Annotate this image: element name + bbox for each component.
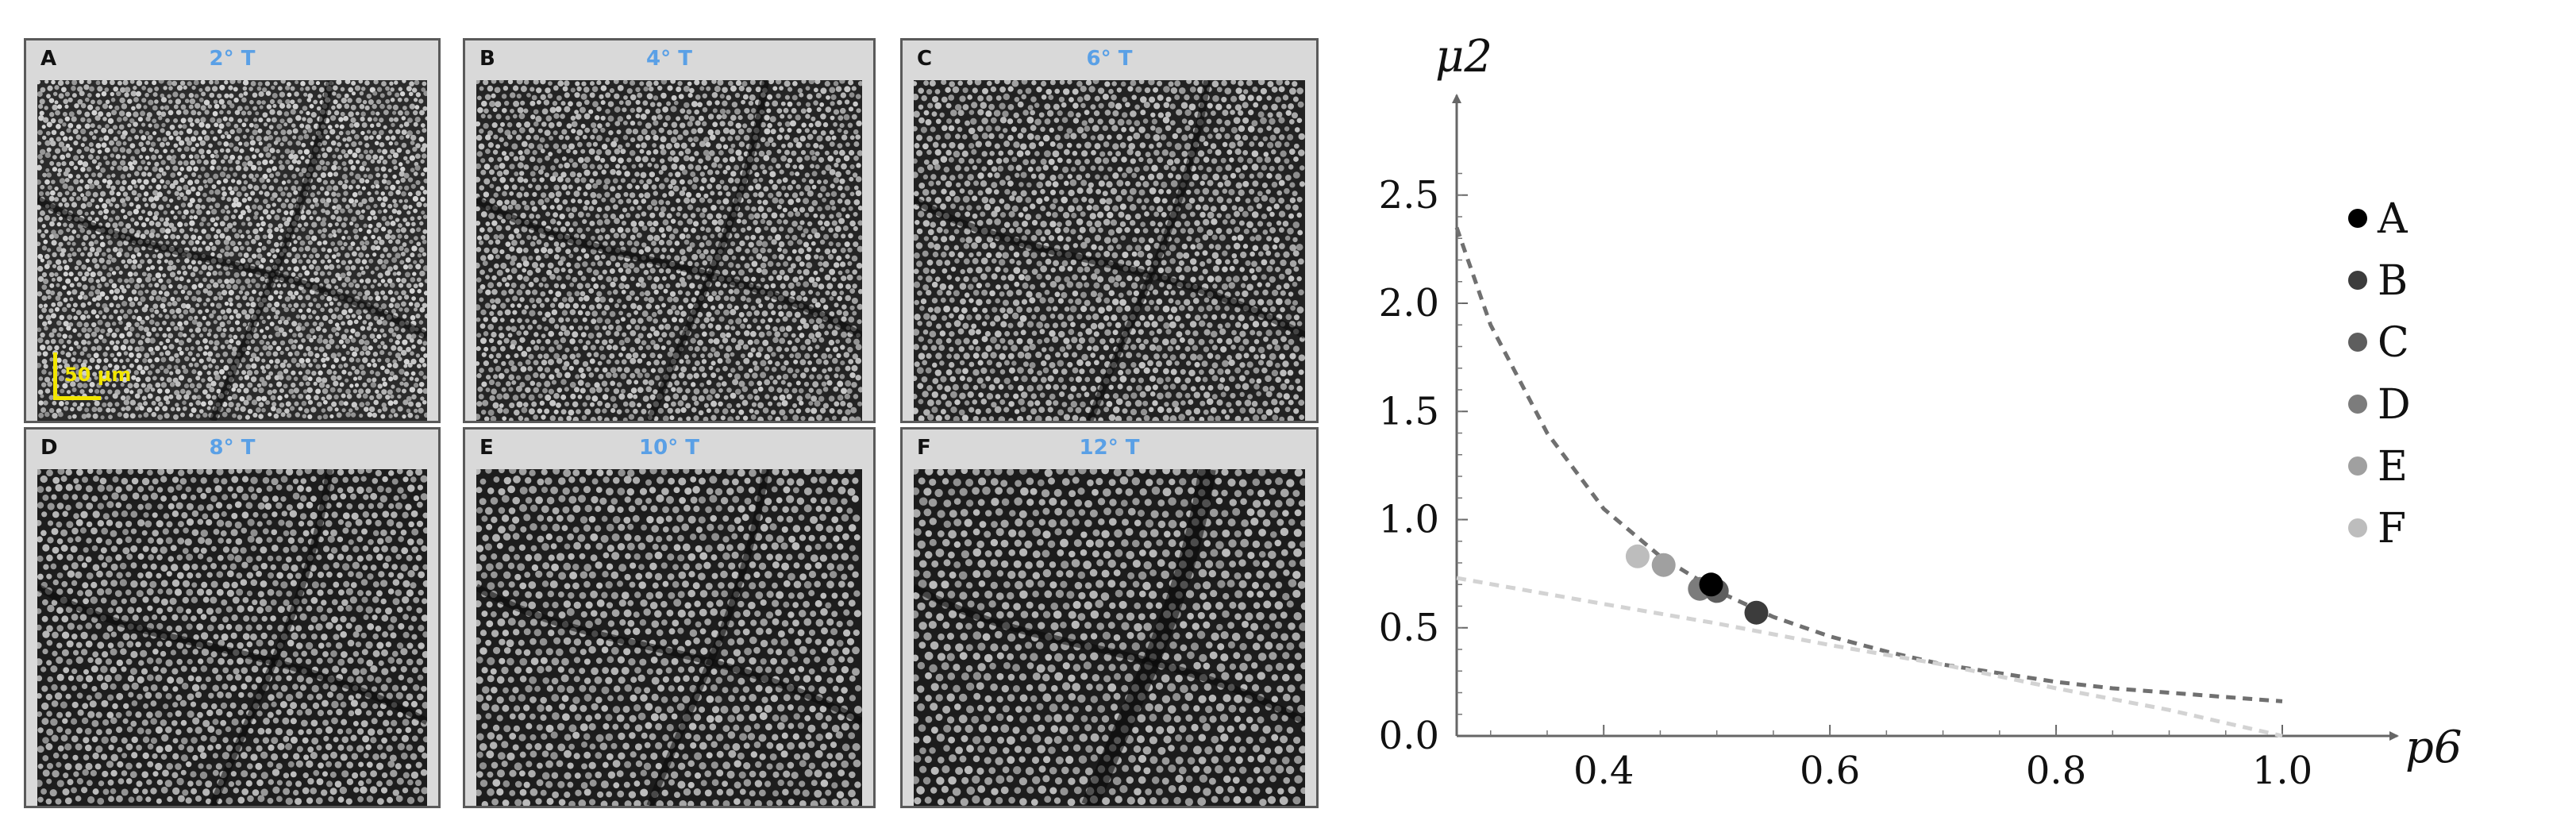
y-tick-label: 0.5 [1379, 606, 1439, 650]
scatter-plot: 0.4 0.6 0.8 1.0 0.0 0.5 1.0 1.5 2.0 2.5 μ2 p6 ABCDE… [1379, 31, 2462, 793]
legend-marker [2348, 456, 2367, 476]
cone-mosaic-image [914, 80, 1305, 421]
legend-label: F [2378, 505, 2406, 553]
plot-axes: 0.4 0.6 0.8 1.0 0.0 0.5 1.0 1.5 2.0 2.5 μ2 p6 [1379, 31, 2462, 793]
micrograph-panel: C 6° T [900, 38, 1319, 423]
y-tick-label: 2.0 [1379, 281, 1439, 325]
y-tick-label: 2.5 [1379, 173, 1439, 218]
legend-label: D [2378, 381, 2411, 429]
legend-marker [2348, 209, 2367, 228]
legend-marker [2348, 518, 2367, 537]
x-axis-label: p6 [2405, 722, 2462, 773]
eccentricity-label: 4° T [646, 47, 692, 71]
data-point [1651, 553, 1676, 577]
eccentricity-label: 6° T [1086, 47, 1133, 71]
panel-letter: F [917, 436, 931, 460]
data-point [1744, 600, 1769, 625]
scale-bar-label: 50 μm [64, 364, 132, 386]
micrograph-panel: B 4° T [463, 38, 876, 423]
panel-letter: C [917, 47, 933, 71]
x-tick-label: 0.6 [1800, 749, 1860, 793]
data-point [1699, 572, 1723, 597]
micrograph-panel: D 8° T [24, 427, 441, 808]
micrograph-panel: A 2° T 50 μm [24, 38, 441, 423]
y-tick-label: 1.0 [1379, 498, 1439, 542]
cone-mosaic-image [37, 469, 427, 806]
legend-marker [2348, 395, 2367, 414]
y-tick-label: 0.0 [1379, 714, 1439, 758]
legend-label: E [2378, 443, 2408, 491]
panel-letter: D [40, 436, 58, 460]
legend-label: B [2378, 257, 2408, 305]
cone-mosaic-image [476, 469, 862, 806]
eccentricity-label: 12° T [1079, 436, 1140, 460]
cone-mosaic-image [476, 80, 862, 421]
y-tick-label: 1.5 [1379, 389, 1439, 433]
legend-label: C [2378, 319, 2409, 367]
x-tick-label: 1.0 [2252, 749, 2312, 793]
legend-label: A [2377, 195, 2409, 243]
micrograph-panel: E 10° T [463, 427, 876, 808]
panel-letter: E [479, 436, 494, 460]
eccentricity-label: 10° T [639, 436, 699, 460]
eccentricity-label: 8° T [209, 436, 256, 460]
eccentricity-label: 2° T [209, 47, 256, 71]
y-axis-label: μ2 [1435, 31, 1492, 83]
data-point [1625, 544, 1650, 568]
fit-curves [1454, 226, 2283, 738]
x-tick-label: 0.4 [1573, 749, 1634, 793]
legend-marker [2348, 271, 2367, 290]
scale-bar: 50 μm [53, 352, 141, 400]
panel-letter: B [479, 47, 495, 71]
fit-curve [1454, 226, 2283, 703]
cone-mosaic-image [914, 469, 1305, 806]
cone-mosaic-image: 50 μm [37, 80, 427, 421]
micrograph-panel: F 12° T [900, 427, 1319, 808]
fit-curve [1456, 576, 2283, 738]
legend-marker [2348, 333, 2367, 352]
panel-letter: A [40, 47, 57, 71]
data-points [1625, 544, 1769, 625]
x-tick-label: 0.8 [2026, 749, 2086, 793]
